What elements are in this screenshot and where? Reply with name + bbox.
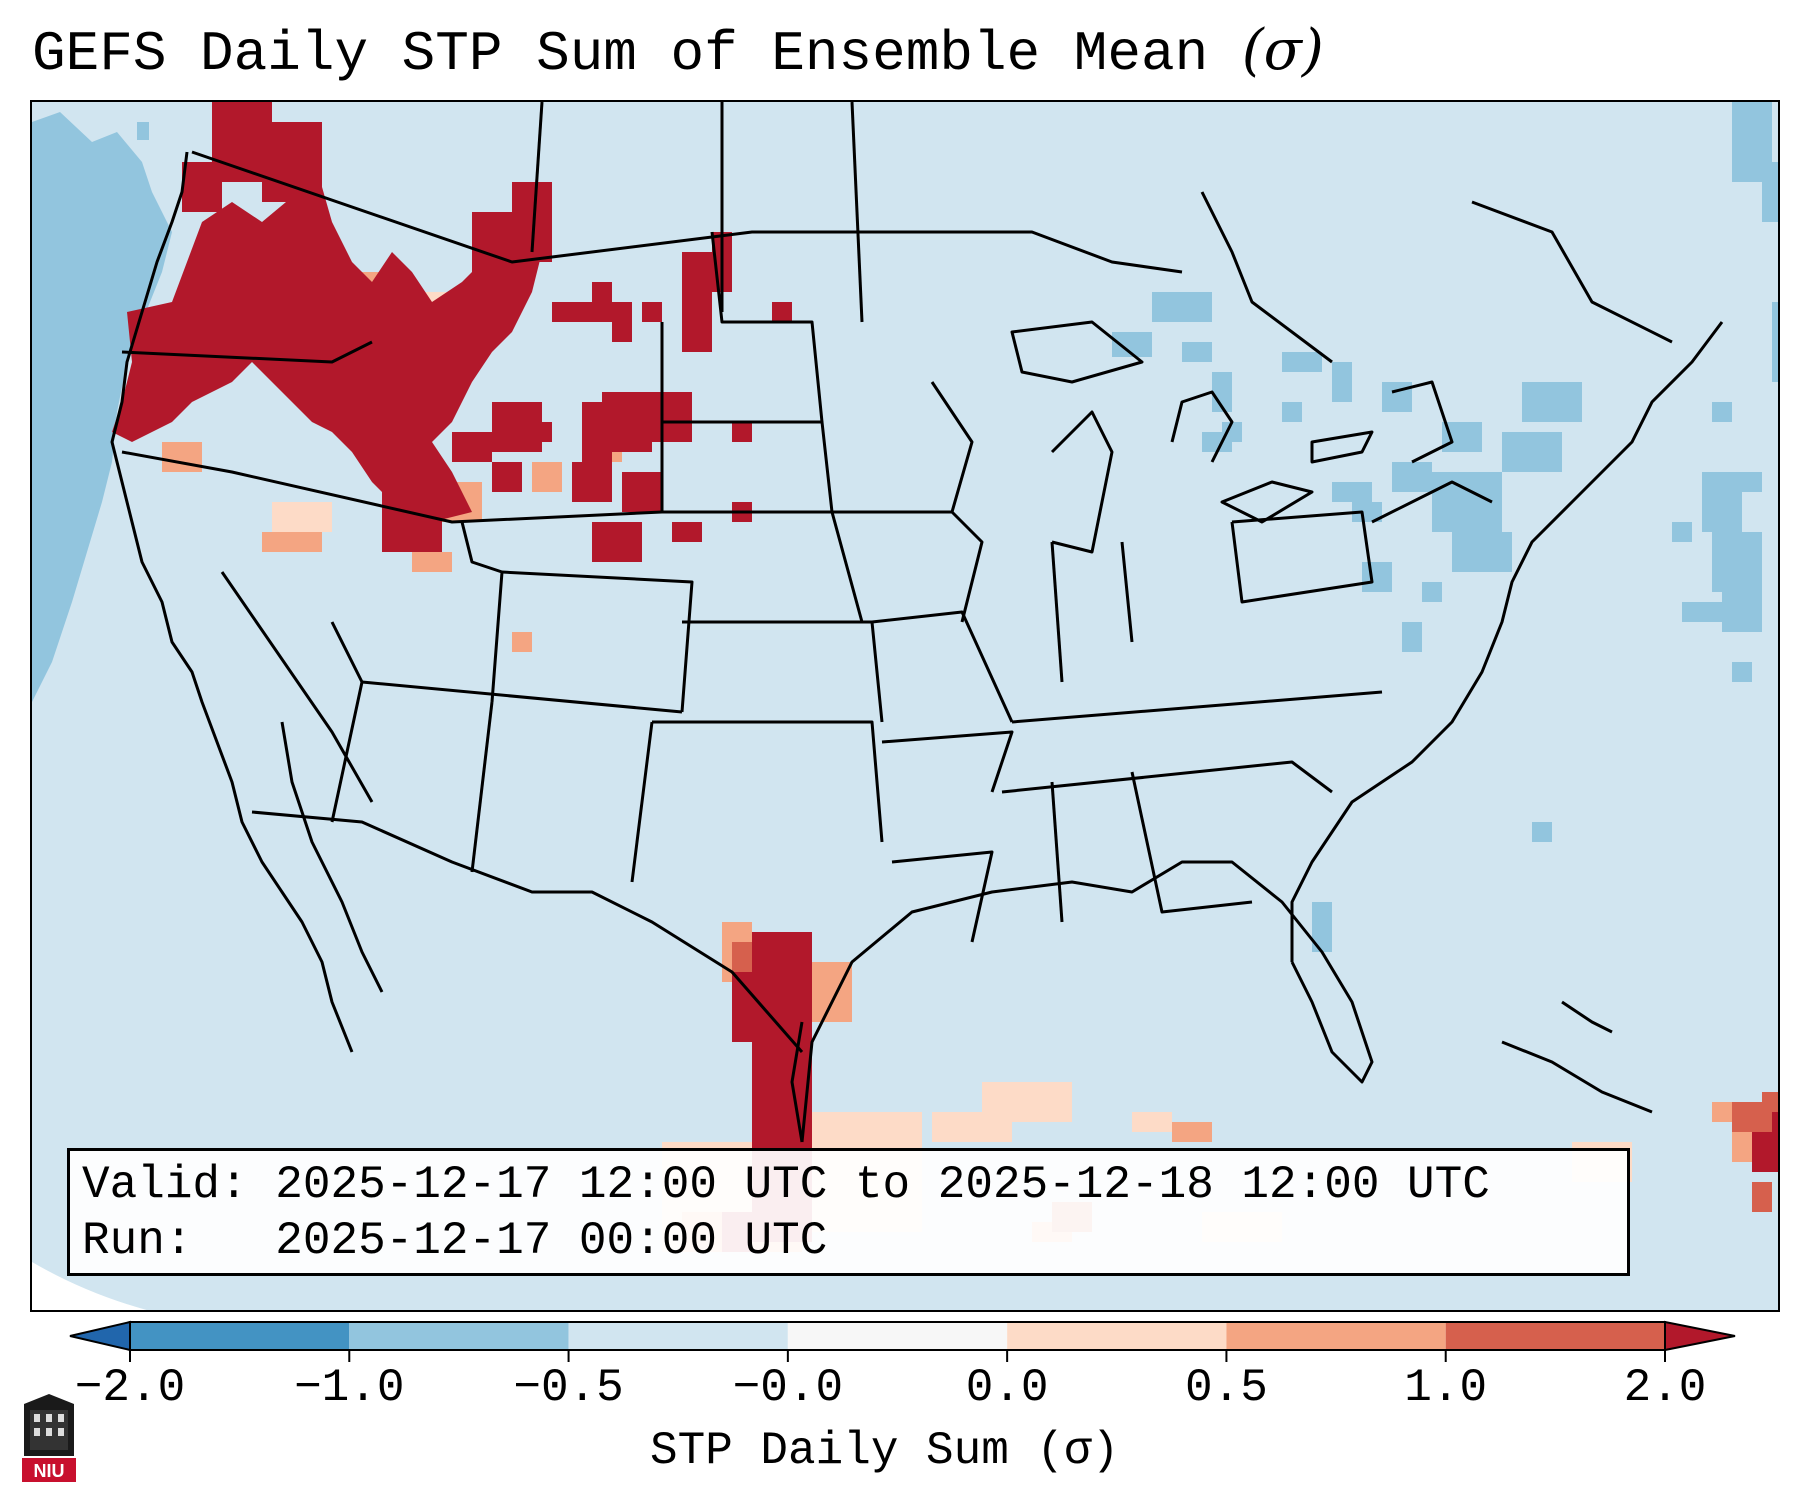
state-line-wi [930, 381, 974, 513]
niu-logo-text: NIU [34, 1461, 65, 1481]
state-line-ut-az [361, 680, 683, 714]
state-line-nm-tx [630, 721, 654, 883]
quebec-line [1471, 200, 1673, 344]
colorbar-under-arrow [69, 1320, 131, 1352]
lake-ontario [1310, 430, 1374, 464]
state-line-in-oh [1120, 541, 1134, 643]
negative-anomaly-field [32, 102, 1778, 952]
state-line-nd-mn [710, 231, 824, 423]
state-line-mo [871, 610, 1014, 723]
colorbar-segment [1007, 1322, 1227, 1350]
canada-border [191, 150, 1183, 274]
colorbar-segment [1445, 1322, 1665, 1350]
run-label: Run: [82, 1215, 193, 1267]
state-line-ut-co [460, 521, 504, 703]
canada-interior-line [1200, 191, 1333, 364]
colorbar-label: STP Daily Sum (σ) [650, 1425, 1119, 1477]
colorbar-over-arrow [1664, 1320, 1736, 1352]
state-line-ok-tx [652, 720, 884, 843]
valid-line: Valid: 2025-12-17 12:00 UTC to 2025-12-1… [82, 1157, 1615, 1213]
cuba-outline [1501, 1040, 1653, 1114]
state-line-sd-ne [660, 322, 832, 514]
state-line-pa [1230, 510, 1374, 604]
michigan-outline [1050, 410, 1114, 554]
texas-coast [790, 1021, 804, 1143]
run-line: Run: 2025-12-17 00:00 UTC [82, 1213, 1615, 1269]
colorbar-tick-label: 1.0 [1404, 1362, 1488, 1414]
bahamas [1561, 1000, 1613, 1034]
gulf-coastline [800, 860, 1374, 1143]
colorbar-tick-label: 0.0 [965, 1362, 1049, 1414]
state-line-ar [881, 730, 1014, 793]
state-line-tn-south [1001, 760, 1333, 794]
colorbar-segment [1226, 1322, 1446, 1350]
state-line-la-ms [891, 850, 994, 943]
lower-michigan [1170, 390, 1234, 463]
title-text: GEFS Daily STP Sum of Ensemble Mean [32, 22, 1209, 86]
state-line-il-in [1050, 541, 1064, 683]
state-line-or-ca [121, 450, 663, 524]
state-line-ny [1371, 480, 1493, 524]
title-unit: (σ) [1241, 18, 1324, 83]
chart-title: GEFS Daily STP Sum of Ensemble Mean (σ) [32, 18, 1324, 86]
state-line-ia [832, 510, 984, 623]
state-line-al-ga [1130, 771, 1253, 914]
mexico-border [251, 810, 804, 1053]
lake-erie [1220, 480, 1314, 524]
colorbar-tick-label: 0.5 [1185, 1362, 1268, 1414]
state-line-tn-ky [1011, 690, 1383, 724]
state-line-nd-sd-ne [662, 420, 864, 623]
colorbar-segment [349, 1322, 569, 1350]
valid-label: Valid: [82, 1159, 248, 1211]
colorbar-outline [129, 1321, 1666, 1351]
lake-superior [1010, 320, 1144, 384]
state-line-ca-nv [220, 571, 374, 803]
niu-logo-icon: NIU [22, 1394, 76, 1482]
colorbar-segment [130, 1322, 350, 1350]
colorbar-tick-label: −0.0 [732, 1362, 844, 1414]
colorbar-label-text: STP Daily Sum (σ) [650, 1425, 1120, 1477]
state-line-wa-or [121, 340, 373, 364]
valid-value: 2025-12-17 12:00 UTC to 2025-12-18 12:00… [275, 1159, 1490, 1211]
run-value: 2025-12-17 00:00 UTC [275, 1215, 828, 1267]
map-panel [30, 100, 1780, 1312]
baja-coast [280, 721, 384, 993]
state-line-nv-az [330, 621, 364, 823]
colorbar-tick-label: −1.0 [294, 1362, 405, 1414]
state-line-az-nm [470, 701, 494, 873]
west-coastline [110, 151, 354, 1053]
colorbar-tick-label: 2.0 [1623, 1362, 1707, 1414]
colorbar-segment [787, 1322, 1008, 1350]
state-line-ms-al [1050, 781, 1064, 923]
boundaries [110, 102, 1724, 1143]
valid-run-info-box: Valid: 2025-12-17 12:00 UTC to 2025-12-1… [67, 1148, 1630, 1276]
colorbar-tick-label: −2.0 [74, 1362, 186, 1414]
map-svg [32, 102, 1778, 1310]
state-line-vt-nh [1391, 380, 1454, 464]
colorbar-tick-label: −0.5 [513, 1362, 624, 1414]
canada-province-line-3 [530, 102, 544, 253]
state-line-co-border [501, 570, 694, 713]
projection-edge [32, 1262, 147, 1310]
colorbar-segment [568, 1322, 788, 1350]
east-coastline [1290, 321, 1724, 962]
canada-province-line [850, 102, 864, 323]
